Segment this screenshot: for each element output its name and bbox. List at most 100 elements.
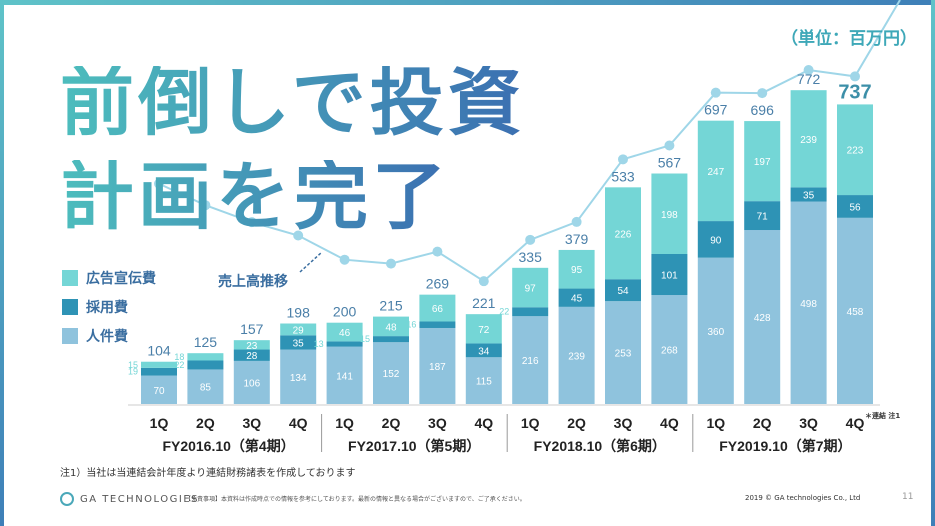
bar-6-ad (373, 316, 409, 337)
bar-4-ad (280, 323, 317, 336)
bar-1-ad-value: 15 (128, 360, 138, 370)
bar-10-recruit-value: 45 (571, 294, 583, 305)
bar-5-personnel (326, 346, 363, 404)
bar-7-personnel (419, 327, 456, 404)
group-label-4: FY2019.10（第7期） (719, 438, 851, 454)
bar-13-recruit-value: 90 (710, 235, 722, 246)
bar-16-ad (837, 104, 873, 196)
bar-8-ad (465, 314, 502, 344)
bar-9-recruit (512, 307, 549, 317)
bar-15-personnel-value: 498 (800, 299, 817, 310)
bar-3-ad (233, 340, 270, 350)
bar-12-total: 567 (658, 155, 682, 171)
bar-3-ad-value: 23 (246, 341, 258, 352)
bar-12-personnel-value: 268 (661, 346, 678, 357)
bar-11-total: 533 (611, 168, 635, 184)
x-tick-13: 1Q (706, 415, 725, 431)
x-tick-12: 4Q (660, 415, 679, 431)
bar-8-total: 221 (472, 295, 496, 311)
right-border (931, 0, 935, 526)
trend-point-1 (154, 178, 164, 189)
x-tick-1: 1Q (150, 415, 169, 431)
bar-12-recruit (651, 254, 688, 296)
bar-7-recruit (419, 321, 456, 328)
bar-4-recruit-value: 35 (293, 338, 305, 349)
trend-point-2 (200, 200, 211, 211)
bar-11-personnel (605, 301, 641, 404)
bar-4-personnel-value: 134 (290, 373, 307, 384)
bar-5-total: 200 (333, 304, 357, 320)
title-line-2: 計画を完了 (60, 154, 450, 240)
x-tick-8: 4Q (474, 415, 493, 431)
bar-6-recruit (373, 336, 409, 343)
x-tick-15: 3Q (799, 415, 818, 431)
bar-6-personnel (373, 342, 409, 404)
disclaimer: 【免責事項】本資料は作成時点での情報を参考にしております。最新の情報と異なる場合… (185, 496, 526, 503)
bar-13-recruit (697, 221, 734, 258)
bar-2-recruit (187, 360, 224, 370)
bar-1-total: 104 (147, 343, 171, 359)
bar-9-personnel (512, 316, 549, 404)
bar-2-ad-value: 18 (174, 352, 184, 362)
legend-swatch-recruit (62, 299, 78, 315)
x-tick-16: 4Q (846, 415, 865, 431)
trend-point-9 (525, 234, 536, 245)
bar-12-ad (651, 173, 688, 255)
bar-3-recruit-value: 28 (246, 351, 258, 362)
bar-8-recruit (465, 343, 502, 358)
bar-14-ad (744, 121, 781, 202)
trend-point-16 (850, 71, 860, 82)
bar-6-personnel-value: 152 (383, 369, 400, 380)
x-tick-3: 3Q (242, 415, 261, 431)
bar-15-recruit (790, 187, 827, 202)
bar-16-total: 737 (838, 81, 871, 103)
bar-12-ad-value: 198 (661, 210, 678, 221)
title-line-1: 前倒しで投資 (60, 60, 526, 146)
bar-6-ad-value: 48 (385, 322, 397, 333)
x-tick-6: 2Q (382, 415, 401, 431)
bar-6-recruit-value: 15 (360, 334, 370, 344)
bar-7-total: 269 (426, 276, 450, 292)
trend-point-3 (246, 217, 257, 228)
bar-14-ad-value: 197 (754, 157, 771, 168)
legend-swatch-personnel (62, 328, 78, 344)
page-number: 11 (902, 492, 914, 502)
bar-10-total: 379 (565, 231, 589, 247)
trend-point-12 (664, 140, 675, 151)
bar-2-total: 125 (194, 334, 218, 350)
bar-12-personnel (651, 295, 688, 404)
bar-12-recruit-value: 101 (661, 271, 678, 282)
bar-8-personnel-value: 115 (476, 377, 492, 388)
trend-point-14 (757, 88, 768, 99)
bar-7-personnel-value: 187 (429, 362, 446, 373)
bar-1-recruit-value: 19 (128, 367, 138, 377)
bar-8-recruit-value: 34 (478, 346, 490, 357)
bar-8-ad-value: 72 (478, 325, 490, 336)
x-tick-5: 1Q (335, 415, 354, 431)
bar-4-recruit (280, 335, 317, 350)
bar-4-personnel (280, 349, 317, 404)
bar-3-total: 157 (240, 321, 264, 337)
chart-legend: 広告宣伝費 採用費 人件費 (62, 268, 156, 355)
bar-1-personnel (141, 375, 177, 404)
logo-text: GA TECHNOLOGIES (80, 493, 199, 505)
bar-9-total: 335 (519, 249, 543, 265)
trend-point-10 (571, 216, 582, 227)
trend-point-6 (386, 258, 396, 269)
bar-1-recruit (141, 367, 177, 376)
bar-13-personnel-value: 360 (707, 327, 724, 338)
legend-swatch-ad (62, 270, 78, 286)
trend-point-5 (339, 254, 350, 265)
legend-item-recruit: 採用費 (62, 297, 156, 317)
bar-5-ad-value: 46 (339, 328, 351, 339)
bar-14-recruit (744, 201, 781, 231)
left-border (0, 0, 4, 526)
bar-10-personnel (558, 306, 595, 404)
bar-15-recruit-value: 35 (803, 190, 815, 201)
legend-label-personnel: 人件費 (86, 329, 128, 345)
bar-16-recruit-value: 56 (849, 202, 861, 213)
bar-10-ad (558, 249, 595, 289)
bar-5-recruit-value: 13 (314, 339, 324, 349)
bar-7-ad-value: 66 (432, 304, 444, 315)
